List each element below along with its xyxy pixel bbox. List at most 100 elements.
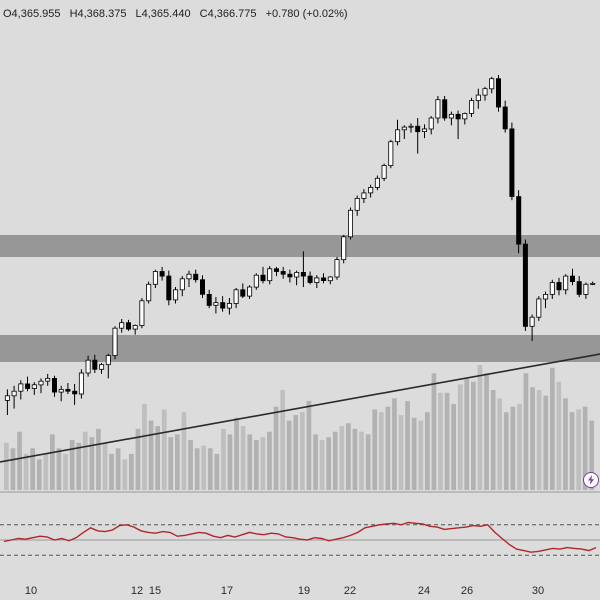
- volume-bar: [543, 395, 549, 490]
- volume-bar: [326, 437, 331, 490]
- volume-bar: [36, 459, 42, 490]
- candle-body: [166, 275, 172, 301]
- candle-body: [509, 128, 515, 197]
- candle-body: [341, 236, 347, 261]
- candle-body: [45, 377, 51, 382]
- candle-body: [139, 300, 145, 326]
- candle-body: [99, 364, 105, 370]
- candle-body: [78, 372, 84, 395]
- volume-bar: [109, 453, 114, 490]
- volume-bar: [418, 420, 424, 490]
- support-resistance-zones: [0, 235, 600, 362]
- candle-body: [267, 268, 273, 282]
- volume-bar: [23, 453, 29, 490]
- volume-bar: [135, 428, 141, 490]
- volume-bar: [576, 409, 581, 490]
- candle-body: [85, 359, 91, 374]
- volume-bar: [129, 453, 134, 490]
- candle-body: [112, 327, 118, 357]
- candle-body: [374, 177, 380, 188]
- ohlc-change: +0.780 (+0.02%): [265, 8, 348, 20]
- candlestick-series: [4, 75, 596, 415]
- volume-bar: [286, 420, 292, 490]
- volume-bar: [82, 431, 88, 490]
- volume-bar: [359, 431, 364, 490]
- candle-body: [455, 113, 461, 120]
- candle-body: [146, 283, 152, 302]
- volume-bar: [260, 437, 266, 490]
- candle-body: [495, 78, 501, 108]
- volume-bar: [30, 448, 35, 490]
- volume-bar: [438, 392, 443, 490]
- volume-bar: [240, 426, 246, 490]
- volume-bar: [392, 398, 397, 490]
- volume-bar: [530, 387, 535, 490]
- candle-body: [327, 276, 333, 282]
- candle-body: [469, 100, 475, 114]
- volume-bar: [431, 373, 437, 490]
- volume-bar: [122, 459, 128, 490]
- volume-bar: [550, 367, 555, 490]
- volume-bar: [194, 448, 200, 490]
- volume-bar: [89, 437, 95, 490]
- candle-body: [226, 303, 232, 309]
- volume-bar: [589, 420, 595, 490]
- volume-bar: [510, 406, 516, 490]
- candle-body: [247, 286, 253, 297]
- candle-body: [92, 359, 98, 370]
- candle-body: [126, 322, 132, 330]
- candle-body: [347, 209, 353, 238]
- candle-body: [421, 128, 427, 132]
- candle-body: [368, 186, 374, 194]
- support-zone: [0, 335, 600, 362]
- candle-body: [213, 302, 219, 306]
- x-tick-label: 30: [532, 585, 544, 597]
- volume-bars: [4, 365, 595, 490]
- candle-body: [65, 388, 71, 392]
- candle-body: [240, 289, 246, 297]
- candle-body: [193, 273, 199, 281]
- volume-bar: [43, 453, 49, 490]
- volume-bar: [280, 390, 285, 490]
- trendline: [0, 353, 600, 463]
- volume-bar: [168, 437, 174, 490]
- volume-bar: [569, 412, 575, 490]
- candle-body: [31, 384, 37, 389]
- candle-body: [4, 395, 10, 401]
- candle-body: [462, 113, 468, 120]
- volume-bar: [352, 428, 358, 490]
- candle-body: [395, 129, 401, 143]
- candle-body: [186, 273, 192, 280]
- candle-body: [482, 88, 488, 96]
- x-tick-label: 19: [298, 585, 310, 597]
- candle-body: [401, 126, 407, 131]
- volume-bar: [503, 412, 509, 490]
- candle-body: [321, 277, 327, 281]
- x-tick-label: 17: [221, 585, 233, 597]
- indicator-pane: [0, 521, 600, 556]
- volume-bar: [365, 434, 371, 490]
- candle-body: [105, 355, 111, 366]
- volume-bar: [175, 434, 180, 490]
- volume-bar: [115, 448, 121, 490]
- lightning-icon[interactable]: [583, 472, 599, 488]
- x-tick-label: 15: [149, 585, 161, 597]
- candle-body: [388, 141, 394, 166]
- volume-bar: [319, 440, 325, 490]
- volume-bar: [293, 415, 299, 490]
- volume-bar: [142, 403, 147, 490]
- volume-bar: [556, 381, 562, 490]
- volume-bar: [464, 378, 470, 490]
- candle-body: [159, 271, 165, 277]
- candle-body: [72, 390, 78, 395]
- volume-bar: [17, 431, 22, 490]
- candle-body: [220, 302, 226, 309]
- candle-body: [11, 390, 17, 397]
- ohlc-close: C4,366.775: [199, 8, 257, 20]
- volume-bar: [96, 428, 101, 490]
- volume-bar: [50, 434, 55, 490]
- candle-body: [549, 282, 555, 295]
- candle-body: [314, 277, 320, 283]
- volume-bar: [4, 442, 9, 490]
